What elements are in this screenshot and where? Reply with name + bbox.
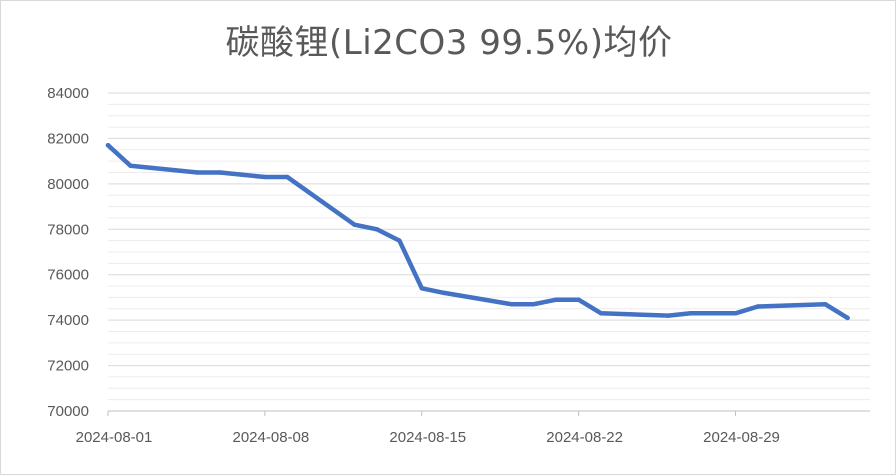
x-axis-tick-labels: 2024-08-01 2024-08-08 2024-08-15 2024-08-22…	[76, 411, 780, 446]
data-point	[576, 297, 581, 302]
major-gridlines	[108, 92, 870, 412]
data-point	[531, 302, 536, 307]
data-point	[845, 315, 850, 321]
data-point	[128, 163, 133, 168]
data-point	[240, 172, 245, 177]
data-point	[195, 170, 200, 175]
data-point	[598, 311, 604, 316]
y-tick-label: 74000	[47, 312, 89, 329]
y-tick-label: 72000	[47, 358, 89, 375]
x-tick-label: 2024-08-01	[76, 429, 153, 446]
x-tick-label: 2024-08-22	[546, 429, 623, 446]
data-point	[666, 313, 671, 318]
y-axis-tick-labels: 70000 72000 74000 76000 78000 80000 82000 84000	[47, 85, 89, 420]
data-point	[419, 286, 424, 291]
x-tick-label: 2024-08-08	[233, 429, 310, 446]
series-layer	[105, 142, 850, 321]
y-tick-label: 78000	[47, 221, 89, 238]
data-point	[688, 311, 693, 316]
data-point	[733, 311, 738, 316]
x-tick-label: 2024-08-15	[389, 429, 466, 446]
data-point	[374, 227, 380, 232]
data-point	[352, 222, 357, 227]
y-tick-label: 82000	[47, 130, 89, 147]
minor-gridlines	[108, 103, 870, 401]
data-point	[755, 304, 761, 309]
y-tick-label: 80000	[47, 176, 89, 193]
data-point	[509, 302, 514, 307]
y-tick-label: 70000	[47, 403, 89, 420]
data-point	[285, 174, 290, 180]
y-tick-label: 76000	[47, 267, 89, 284]
data-point	[262, 174, 268, 180]
data-point	[105, 143, 111, 148]
chart-title: 碳酸锂(Li2CO3 99.5%)均价	[225, 23, 673, 63]
data-point	[710, 311, 716, 316]
data-point	[217, 170, 223, 175]
data-point	[823, 302, 828, 307]
x-tick-label: 2024-08-29	[703, 429, 780, 446]
data-point	[442, 290, 447, 296]
data-point	[554, 297, 559, 302]
series-line	[105, 142, 850, 321]
data-point	[397, 238, 402, 243]
y-tick-label: 84000	[47, 85, 89, 102]
